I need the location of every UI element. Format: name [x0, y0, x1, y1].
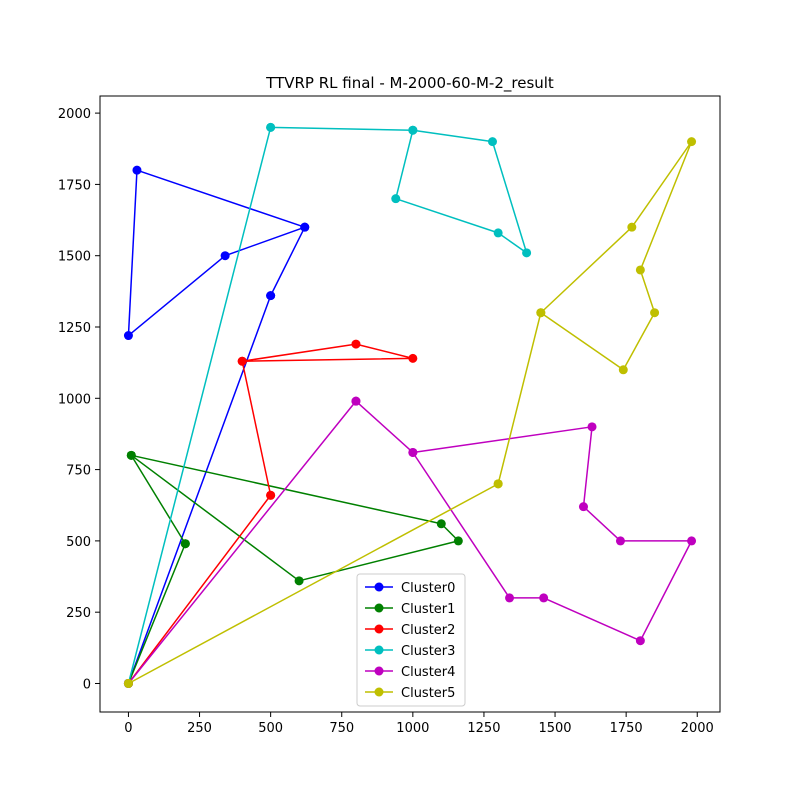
- data-point: [687, 536, 697, 546]
- chart-title: TTVRP RL final - M-2000-60-M-2_result: [265, 74, 554, 93]
- x-tick-label: 1000: [396, 721, 429, 736]
- x-tick-label: 1750: [610, 721, 643, 736]
- legend-entry: Cluster0: [365, 581, 455, 596]
- data-point: [436, 519, 446, 529]
- x-tick-label: 750: [329, 721, 354, 736]
- data-point: [487, 137, 497, 147]
- legend-box: [356, 573, 466, 707]
- legend-marker: [374, 624, 384, 634]
- data-point: [635, 265, 645, 275]
- data-point: [123, 331, 133, 341]
- data-point: [408, 447, 418, 457]
- data-point: [453, 536, 463, 546]
- series-cluster3: [123, 122, 532, 688]
- legend-marker: [374, 666, 384, 676]
- plot-area: [123, 122, 697, 688]
- y-tick-label: 500: [66, 535, 91, 550]
- data-point: [618, 365, 628, 375]
- data-point: [505, 593, 515, 603]
- data-point: [294, 576, 304, 586]
- x-tick-label: 1250: [467, 721, 500, 736]
- y-tick-label: 750: [66, 464, 91, 479]
- data-point: [408, 125, 418, 135]
- data-point: [615, 536, 625, 546]
- data-point: [220, 251, 230, 261]
- legend-label: Cluster0: [401, 581, 455, 596]
- data-point: [627, 222, 637, 232]
- series-cluster0: [123, 165, 310, 688]
- legend-label: Cluster4: [401, 665, 455, 680]
- legend-entry: Cluster1: [365, 602, 455, 617]
- data-point: [300, 222, 310, 232]
- data-point: [266, 122, 276, 132]
- y-tick-label: 0: [83, 677, 91, 692]
- legend-marker: [374, 687, 384, 697]
- data-point: [536, 308, 546, 318]
- y-tick-label: 1000: [58, 392, 91, 407]
- legend-label: Cluster3: [401, 644, 455, 659]
- data-point: [687, 137, 697, 147]
- data-point: [351, 339, 361, 349]
- legend-marker: [374, 582, 384, 592]
- data-point: [132, 165, 142, 175]
- axes-frame: [99, 95, 721, 713]
- y-tick-label: 250: [66, 606, 91, 621]
- x-tick-label: 2000: [681, 721, 714, 736]
- legend-label: Cluster2: [401, 623, 455, 638]
- series-line: [127, 126, 528, 684]
- y-tick-label: 1250: [58, 321, 91, 336]
- data-point: [635, 636, 645, 646]
- x-tick-label: 1500: [538, 721, 571, 736]
- legend-marker: [374, 645, 384, 655]
- y-tick-label: 2000: [58, 107, 91, 122]
- data-point: [493, 479, 503, 489]
- data-point: [266, 490, 276, 500]
- data-point: [237, 356, 247, 366]
- legend-entry: Cluster3: [365, 644, 455, 659]
- x-tick-label: 500: [258, 721, 283, 736]
- data-point: [587, 422, 597, 432]
- legend-entry: Cluster4: [365, 665, 455, 680]
- x-tick-label: 250: [187, 721, 212, 736]
- series-line: [127, 169, 306, 684]
- legend-label: Cluster1: [401, 602, 455, 617]
- data-point: [391, 194, 401, 204]
- axes: 0 250 500 750 1000 1250 1500 1750 2000 0 250 500 750…: [58, 95, 721, 736]
- series-cluster5: [123, 137, 697, 688]
- data-point: [539, 593, 549, 603]
- data-point: [650, 308, 660, 318]
- legend-marker: [374, 603, 384, 613]
- legend: Cluster0 Cluster1 Cluster2 Cluster3 Cluster4…: [356, 573, 466, 707]
- y-tick-label: 1750: [58, 178, 91, 193]
- data-point: [123, 678, 133, 688]
- data-point: [126, 450, 136, 460]
- data-point: [522, 248, 532, 258]
- data-point: [493, 228, 503, 238]
- legend-entry: Cluster2: [365, 623, 455, 638]
- data-point: [578, 502, 588, 512]
- x-tick-label: 0: [124, 721, 132, 736]
- legend-label: Cluster5: [401, 686, 455, 701]
- data-point: [180, 539, 190, 549]
- y-tick-label: 1500: [58, 250, 91, 265]
- legend-entry: Cluster5: [365, 686, 455, 701]
- data-point: [408, 353, 418, 363]
- data-point: [351, 396, 361, 406]
- series-line: [127, 343, 414, 684]
- data-point: [266, 291, 276, 301]
- series-cluster4: [123, 396, 697, 688]
